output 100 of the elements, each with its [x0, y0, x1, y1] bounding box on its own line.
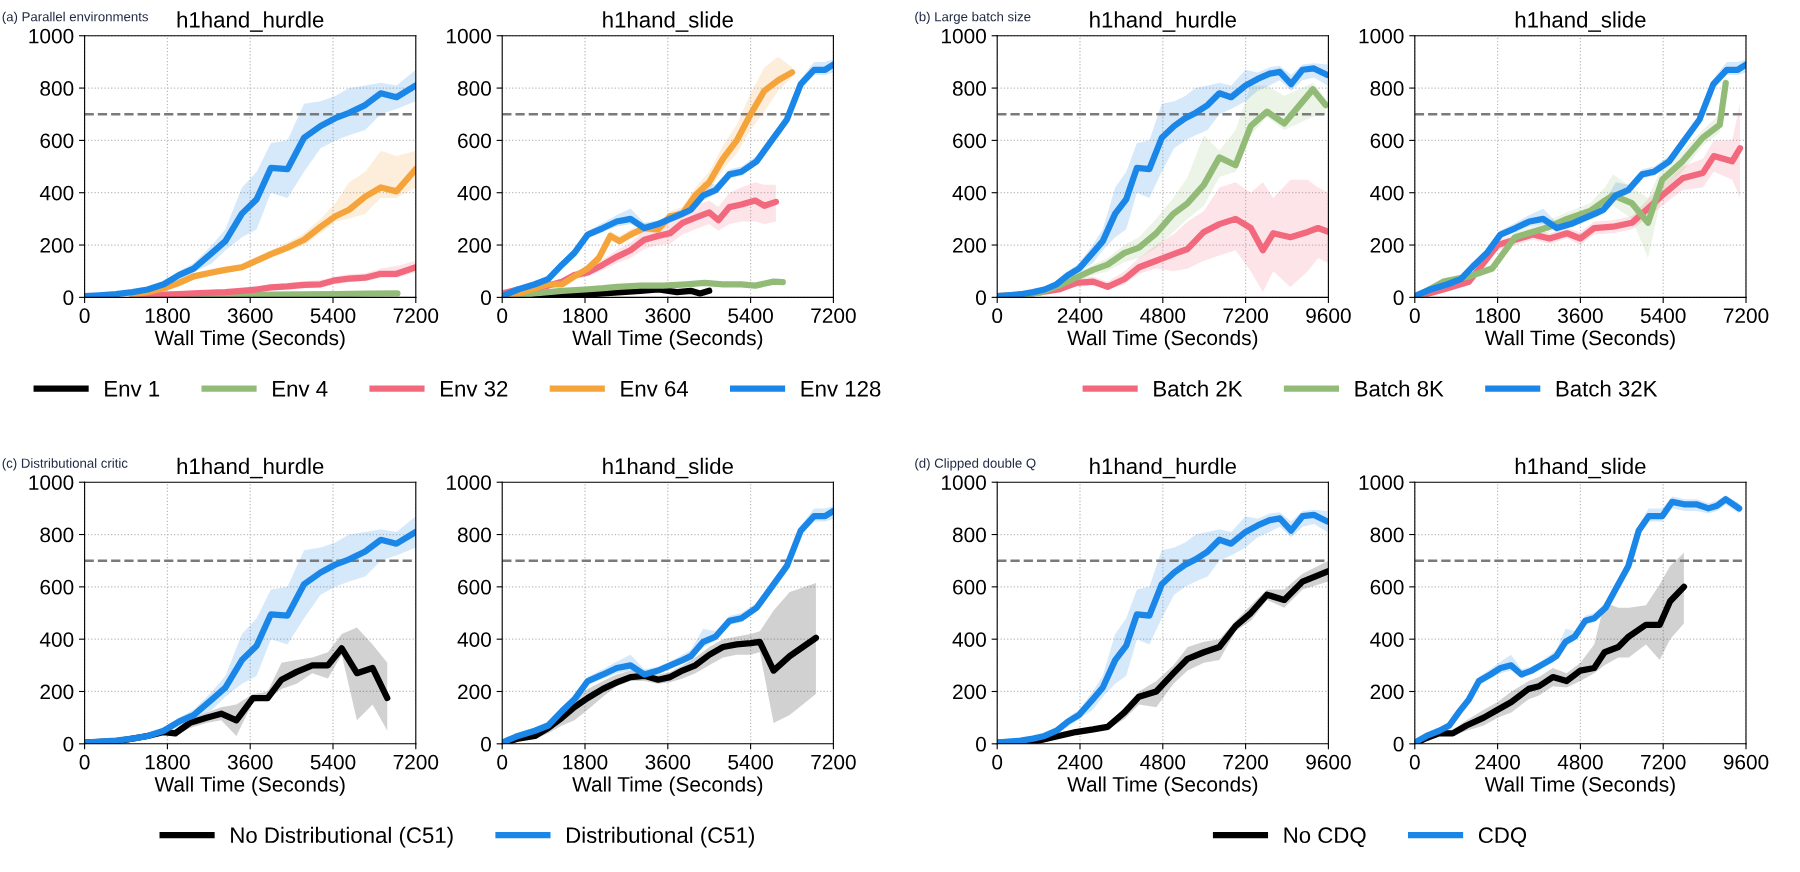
x-tick-label: 1800 — [563, 754, 608, 770]
x-tick-label: 0 — [992, 754, 1003, 770]
legend-label: Batch 2K — [1154, 380, 1243, 397]
x-tick-label: 9600 — [1723, 754, 1769, 770]
x-tick-label: 3600 — [645, 754, 691, 770]
y-tick-label: 400 — [457, 185, 491, 201]
x-tick-label: 7200 — [811, 308, 856, 324]
y-tick-label: 600 — [953, 133, 986, 149]
chart-title: h1hand_slide — [603, 11, 733, 32]
y-tick-label: 200 — [40, 684, 74, 700]
y-tick-label: 200 — [1370, 684, 1404, 700]
x-tick-label: 1800 — [145, 754, 190, 770]
y-tick-label: 400 — [1370, 185, 1404, 201]
x-tick-label: 0 — [79, 308, 90, 324]
y-tick-label: 1000 — [447, 475, 491, 490]
x-tick-label: 0 — [497, 308, 508, 324]
x-tick-label: 4800 — [1557, 754, 1603, 770]
x-tick-label: 7200 — [393, 308, 439, 324]
x-axis-title: Wall Time (Seconds) — [154, 776, 345, 796]
legend-label: Env 4 — [273, 381, 328, 397]
x-tick-label: 5400 — [728, 308, 773, 324]
chart-title: h1hand_hurdle — [1090, 457, 1236, 479]
x-tick-label: 0 — [992, 308, 1003, 324]
x-tick-label: 0 — [497, 754, 508, 770]
text: (a) Parallel environments — [2, 11, 148, 24]
legend-label: Batch 32K — [1556, 380, 1658, 397]
legend-label: Env 128 — [801, 380, 881, 397]
text: (d) Clipped double Q — [915, 458, 1036, 471]
y-tick-label: 200 — [458, 238, 491, 253]
x-tick-label: 1800 — [563, 308, 608, 324]
y-tick-label: 0 — [976, 290, 986, 306]
y-tick-label: 800 — [952, 527, 986, 543]
x-tick-label: 3600 — [227, 754, 273, 770]
legend-label: Batch 8K — [1355, 380, 1444, 397]
x-tick-label: 7200 — [1223, 308, 1268, 324]
y-tick-label: 200 — [1370, 238, 1404, 253]
y-tick-label: 600 — [1370, 133, 1404, 149]
x-axis-title: Wall Time (Seconds) — [1067, 776, 1258, 796]
legend-label: No CDQ — [1284, 827, 1366, 848]
x-tick-label: 7200 — [1723, 308, 1769, 324]
y-tick-label: 800 — [457, 81, 491, 96]
x-tick-label: 3600 — [227, 308, 273, 324]
x-tick-label: 1800 — [1476, 308, 1520, 324]
y-tick-label: 200 — [458, 684, 491, 700]
x-tick-label: 5400 — [310, 754, 356, 770]
y-tick-label: 200 — [953, 238, 986, 253]
x-tick-label: 0 — [79, 754, 90, 770]
y-tick-label: 1000 — [447, 28, 491, 44]
y-tick-label: 1000 — [942, 475, 986, 490]
y-tick-label: 0 — [63, 736, 74, 752]
x-tick-label: 0 — [1409, 308, 1420, 324]
y-tick-label: 400 — [39, 632, 74, 647]
x-tick-label: 7200 — [393, 754, 439, 770]
x-axis-title: Wall Time (Seconds) — [572, 329, 763, 350]
x-tick-label: 4800 — [1140, 308, 1186, 324]
y-tick-label: 0 — [976, 736, 986, 752]
x-axis-title: Wall Time (Seconds) — [1484, 776, 1675, 796]
y-tick-label: 800 — [40, 527, 74, 543]
y-tick-label: 0 — [1393, 290, 1404, 306]
legend-label: Env 1 — [105, 381, 160, 397]
y-tick-label: 1000 — [942, 28, 986, 44]
y-tick-label: 400 — [457, 632, 491, 647]
legend-label: Env 32 — [441, 380, 508, 397]
x-axis-title: Wall Time (Seconds) — [1484, 329, 1675, 350]
x-tick-label: 2400 — [1057, 308, 1103, 324]
x-tick-label: 4800 — [1140, 754, 1186, 770]
y-tick-label: 400 — [39, 185, 74, 201]
y-tick-label: 800 — [952, 81, 986, 96]
y-tick-label: 600 — [1370, 579, 1404, 595]
y-tick-label: 800 — [1370, 527, 1404, 543]
legend-label: No Distributional (C51) — [231, 826, 453, 848]
x-tick-label: 5400 — [1640, 308, 1686, 324]
text: (b) Large batch size — [915, 11, 1031, 24]
legend-label: Env 64 — [621, 380, 689, 397]
x-tick-label: 7200 — [1641, 754, 1686, 770]
x-tick-label: 5400 — [310, 308, 356, 324]
y-tick-label: 800 — [457, 527, 491, 543]
y-tick-label: 0 — [63, 290, 74, 306]
y-tick-label: 1000 — [29, 28, 74, 44]
y-tick-label: 0 — [481, 736, 491, 752]
x-tick-label: 7200 — [811, 754, 856, 770]
y-tick-label: 600 — [953, 579, 986, 595]
chart-title: h1hand_hurdle — [1090, 11, 1236, 32]
x-tick-label: 9600 — [1306, 308, 1351, 324]
y-tick-label: 0 — [1393, 736, 1404, 752]
x-tick-label: 2400 — [1475, 754, 1520, 770]
x-tick-label: 5400 — [728, 754, 773, 770]
y-tick-label: 0 — [481, 290, 491, 306]
x-tick-label: 1800 — [145, 308, 190, 324]
y-tick-label: 400 — [952, 185, 986, 201]
y-tick-label: 200 — [40, 238, 74, 253]
y-tick-label: 600 — [40, 579, 74, 595]
legend-label: CDQ — [1478, 827, 1527, 848]
y-tick-label: 1000 — [1359, 28, 1404, 44]
x-tick-label: 3600 — [1558, 308, 1603, 324]
x-axis-title: Wall Time (Seconds) — [572, 776, 763, 796]
x-tick-label: 9600 — [1306, 754, 1351, 770]
y-tick-label: 600 — [458, 133, 491, 149]
x-tick-label: 0 — [1409, 754, 1420, 770]
y-tick-label: 200 — [953, 684, 986, 700]
